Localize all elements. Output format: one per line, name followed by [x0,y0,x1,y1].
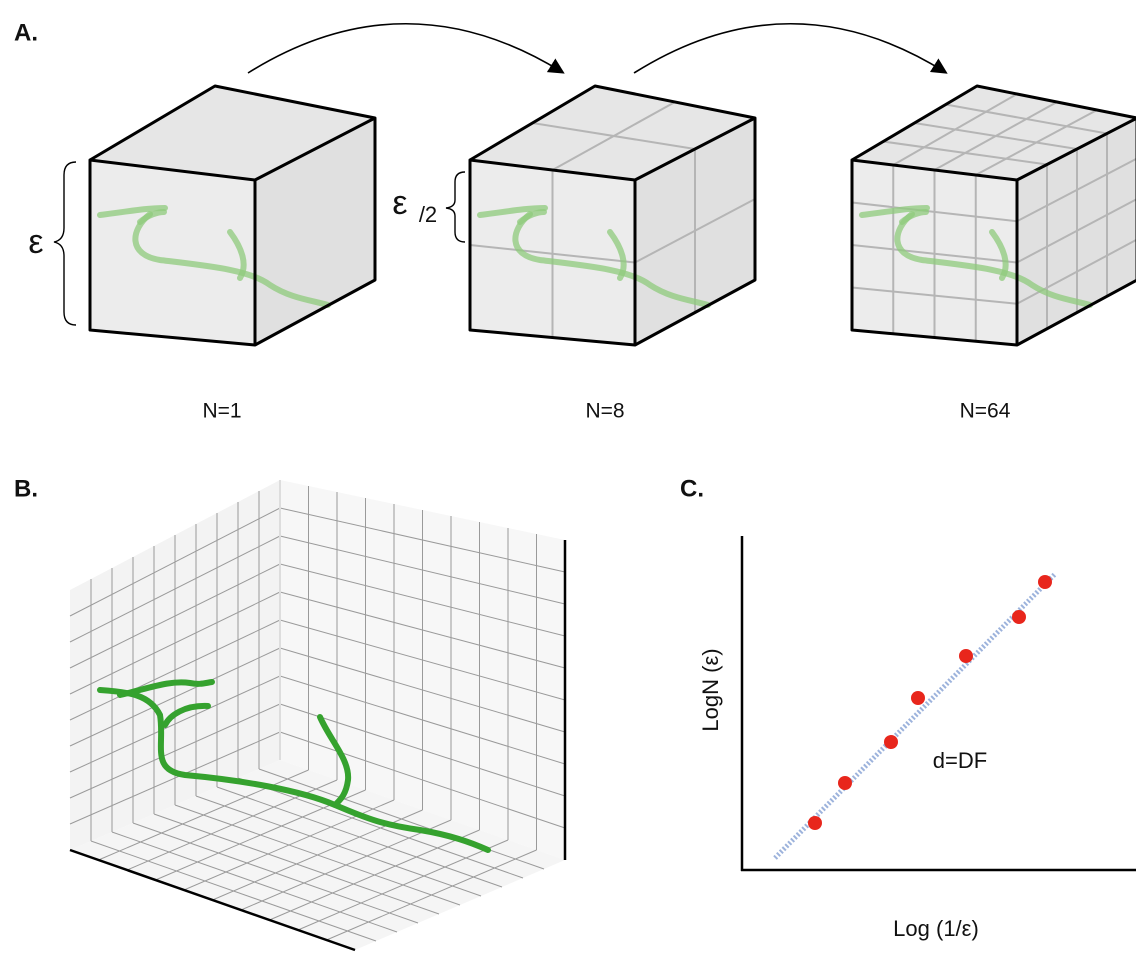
cube-face [90,160,255,345]
point [959,649,973,663]
brace [446,172,465,242]
panel-label: C. [680,475,704,502]
grid-box [70,480,565,950]
cube [90,86,375,345]
point [808,816,822,830]
panel-label: A. [14,19,38,46]
panel-label: B. [14,475,38,502]
axes [741,536,1136,871]
cubes [90,86,1136,345]
point [1012,610,1026,624]
cube-caption: N=8 [585,400,624,423]
cube [470,86,755,345]
scale-divisor: /2 [419,202,437,227]
brace [54,162,76,325]
arrow [248,24,562,73]
point [911,691,925,705]
annotation: d=DF [933,748,987,773]
point [838,776,852,790]
scale-label: ε [392,184,407,222]
y-axis-label: LogN (ε) [698,648,723,731]
scale-label: ε [28,223,43,261]
arrow [634,24,945,73]
x-axis-label: Log (1/ε) [893,916,979,941]
points [808,575,1052,830]
cube-caption: N=1 [202,400,241,423]
point [884,735,898,749]
figure: A. ε ε /2 N=1 N=8 N=64 B. C. LogN (ε) Lo… [0,0,1136,957]
cube-caption: N=64 [960,400,1011,423]
point [1038,575,1052,589]
cube [852,86,1136,345]
